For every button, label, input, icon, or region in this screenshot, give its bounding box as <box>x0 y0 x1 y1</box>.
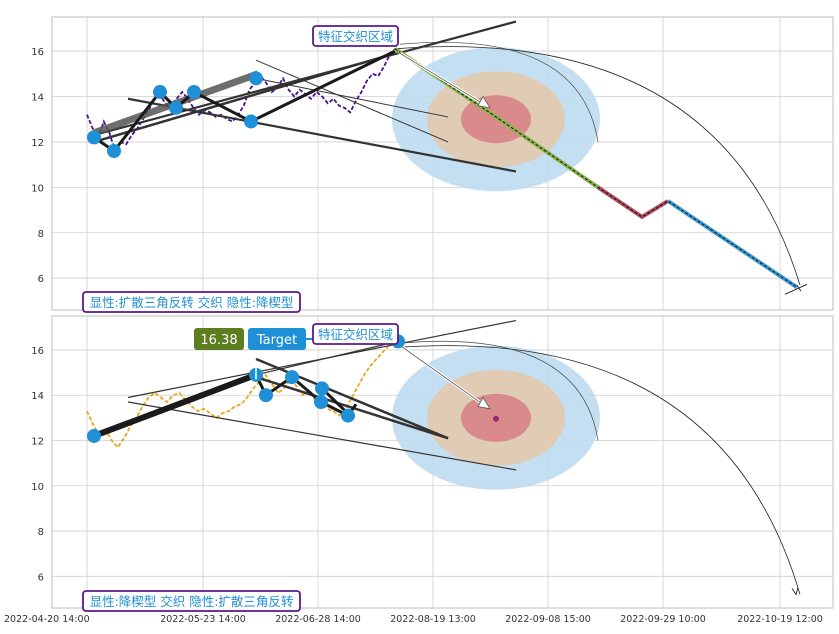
pivot-marker <box>244 114 258 129</box>
projection-arrowhead <box>791 587 799 596</box>
x-axis-tick-labels: 2022-04-20 14:00 2022-05-23 14:00 2022-06-… <box>4 614 823 625</box>
target-value-badge <box>194 328 244 350</box>
target-arrowhead <box>477 396 491 410</box>
zone-label: 特征交织区域 <box>318 29 393 44</box>
y-tick-label: 6 <box>38 572 44 583</box>
zone-label-box <box>312 323 399 345</box>
wedge-line <box>255 59 449 143</box>
projection-arc <box>394 345 801 595</box>
x-tick-label: 2022-09-08 15:00 <box>505 614 591 625</box>
x-tick-label: 2022-10-19 12:00 <box>737 614 823 625</box>
y-tick-label: 8 <box>38 527 44 538</box>
pivot-marker <box>187 84 201 99</box>
zone-arc <box>399 340 599 441</box>
pivot-marker <box>153 84 167 99</box>
zone-label: 特征交织区域 <box>318 327 393 342</box>
pivot-marker <box>259 388 273 403</box>
x-tick-label: 2022-05-23 14:00 <box>160 614 246 625</box>
y-tick-label: 12 <box>31 138 44 149</box>
projection-segment-down <box>596 185 670 220</box>
pivot-marker <box>107 144 121 159</box>
target-arrowhead <box>477 95 491 109</box>
y-tick-label: 14 <box>31 92 44 103</box>
pivot-marker <box>315 381 329 396</box>
x-tick-label: 2022-04-20 14:00 <box>4 614 90 625</box>
x-tick-label: 2022-08-19 13:00 <box>390 614 476 625</box>
y-tick-label: 12 <box>31 436 44 447</box>
pivot-marker <box>169 100 183 115</box>
y-tick-label: 14 <box>31 391 44 402</box>
upper-boundary-line <box>93 20 517 137</box>
pivot-marker <box>87 428 101 443</box>
pattern-label-box <box>82 590 301 612</box>
target-arrow <box>399 52 487 106</box>
pivot-marker <box>249 71 263 86</box>
y-tick-label: 10 <box>31 183 44 194</box>
zone-center-dot <box>493 415 499 422</box>
lower-boundary-line <box>127 97 517 173</box>
pivot-marker <box>285 370 299 385</box>
pivot-marker <box>341 408 355 423</box>
thick-trend-line <box>92 372 258 439</box>
x-tick-label: 2022-09-29 10:00 <box>620 614 706 625</box>
price-line <box>86 48 396 154</box>
y-tick-label: 6 <box>38 274 44 285</box>
extension-line <box>255 340 401 376</box>
pattern-label: 显性:降楔型 交织 隐性:扩散三角反转 <box>90 594 294 609</box>
x-tick-label: 2022-06-28 14:00 <box>275 614 361 625</box>
zone-label-box <box>312 25 399 47</box>
pivot-marker <box>314 395 328 410</box>
lower-boundary-line <box>127 401 517 471</box>
projection-end-bracket <box>784 283 808 295</box>
y-tick-label: 10 <box>31 482 44 493</box>
target-arrow <box>399 345 487 407</box>
pattern-label: 显性:扩散三角反转 交织 隐性:降楔型 <box>90 295 294 310</box>
zone-arc <box>399 41 599 142</box>
y-tick-label: 16 <box>31 47 44 58</box>
y-tick-label: 16 <box>31 346 44 357</box>
target-label-badge <box>248 328 306 350</box>
wedge-line <box>255 77 449 118</box>
target-value-text: 16.38 <box>200 333 237 348</box>
pivot-marker <box>87 130 101 145</box>
projection-arc <box>394 46 801 286</box>
target-label-text: Target <box>256 333 297 348</box>
pattern-label-box <box>82 291 301 313</box>
y-tick-label: 8 <box>38 229 44 240</box>
